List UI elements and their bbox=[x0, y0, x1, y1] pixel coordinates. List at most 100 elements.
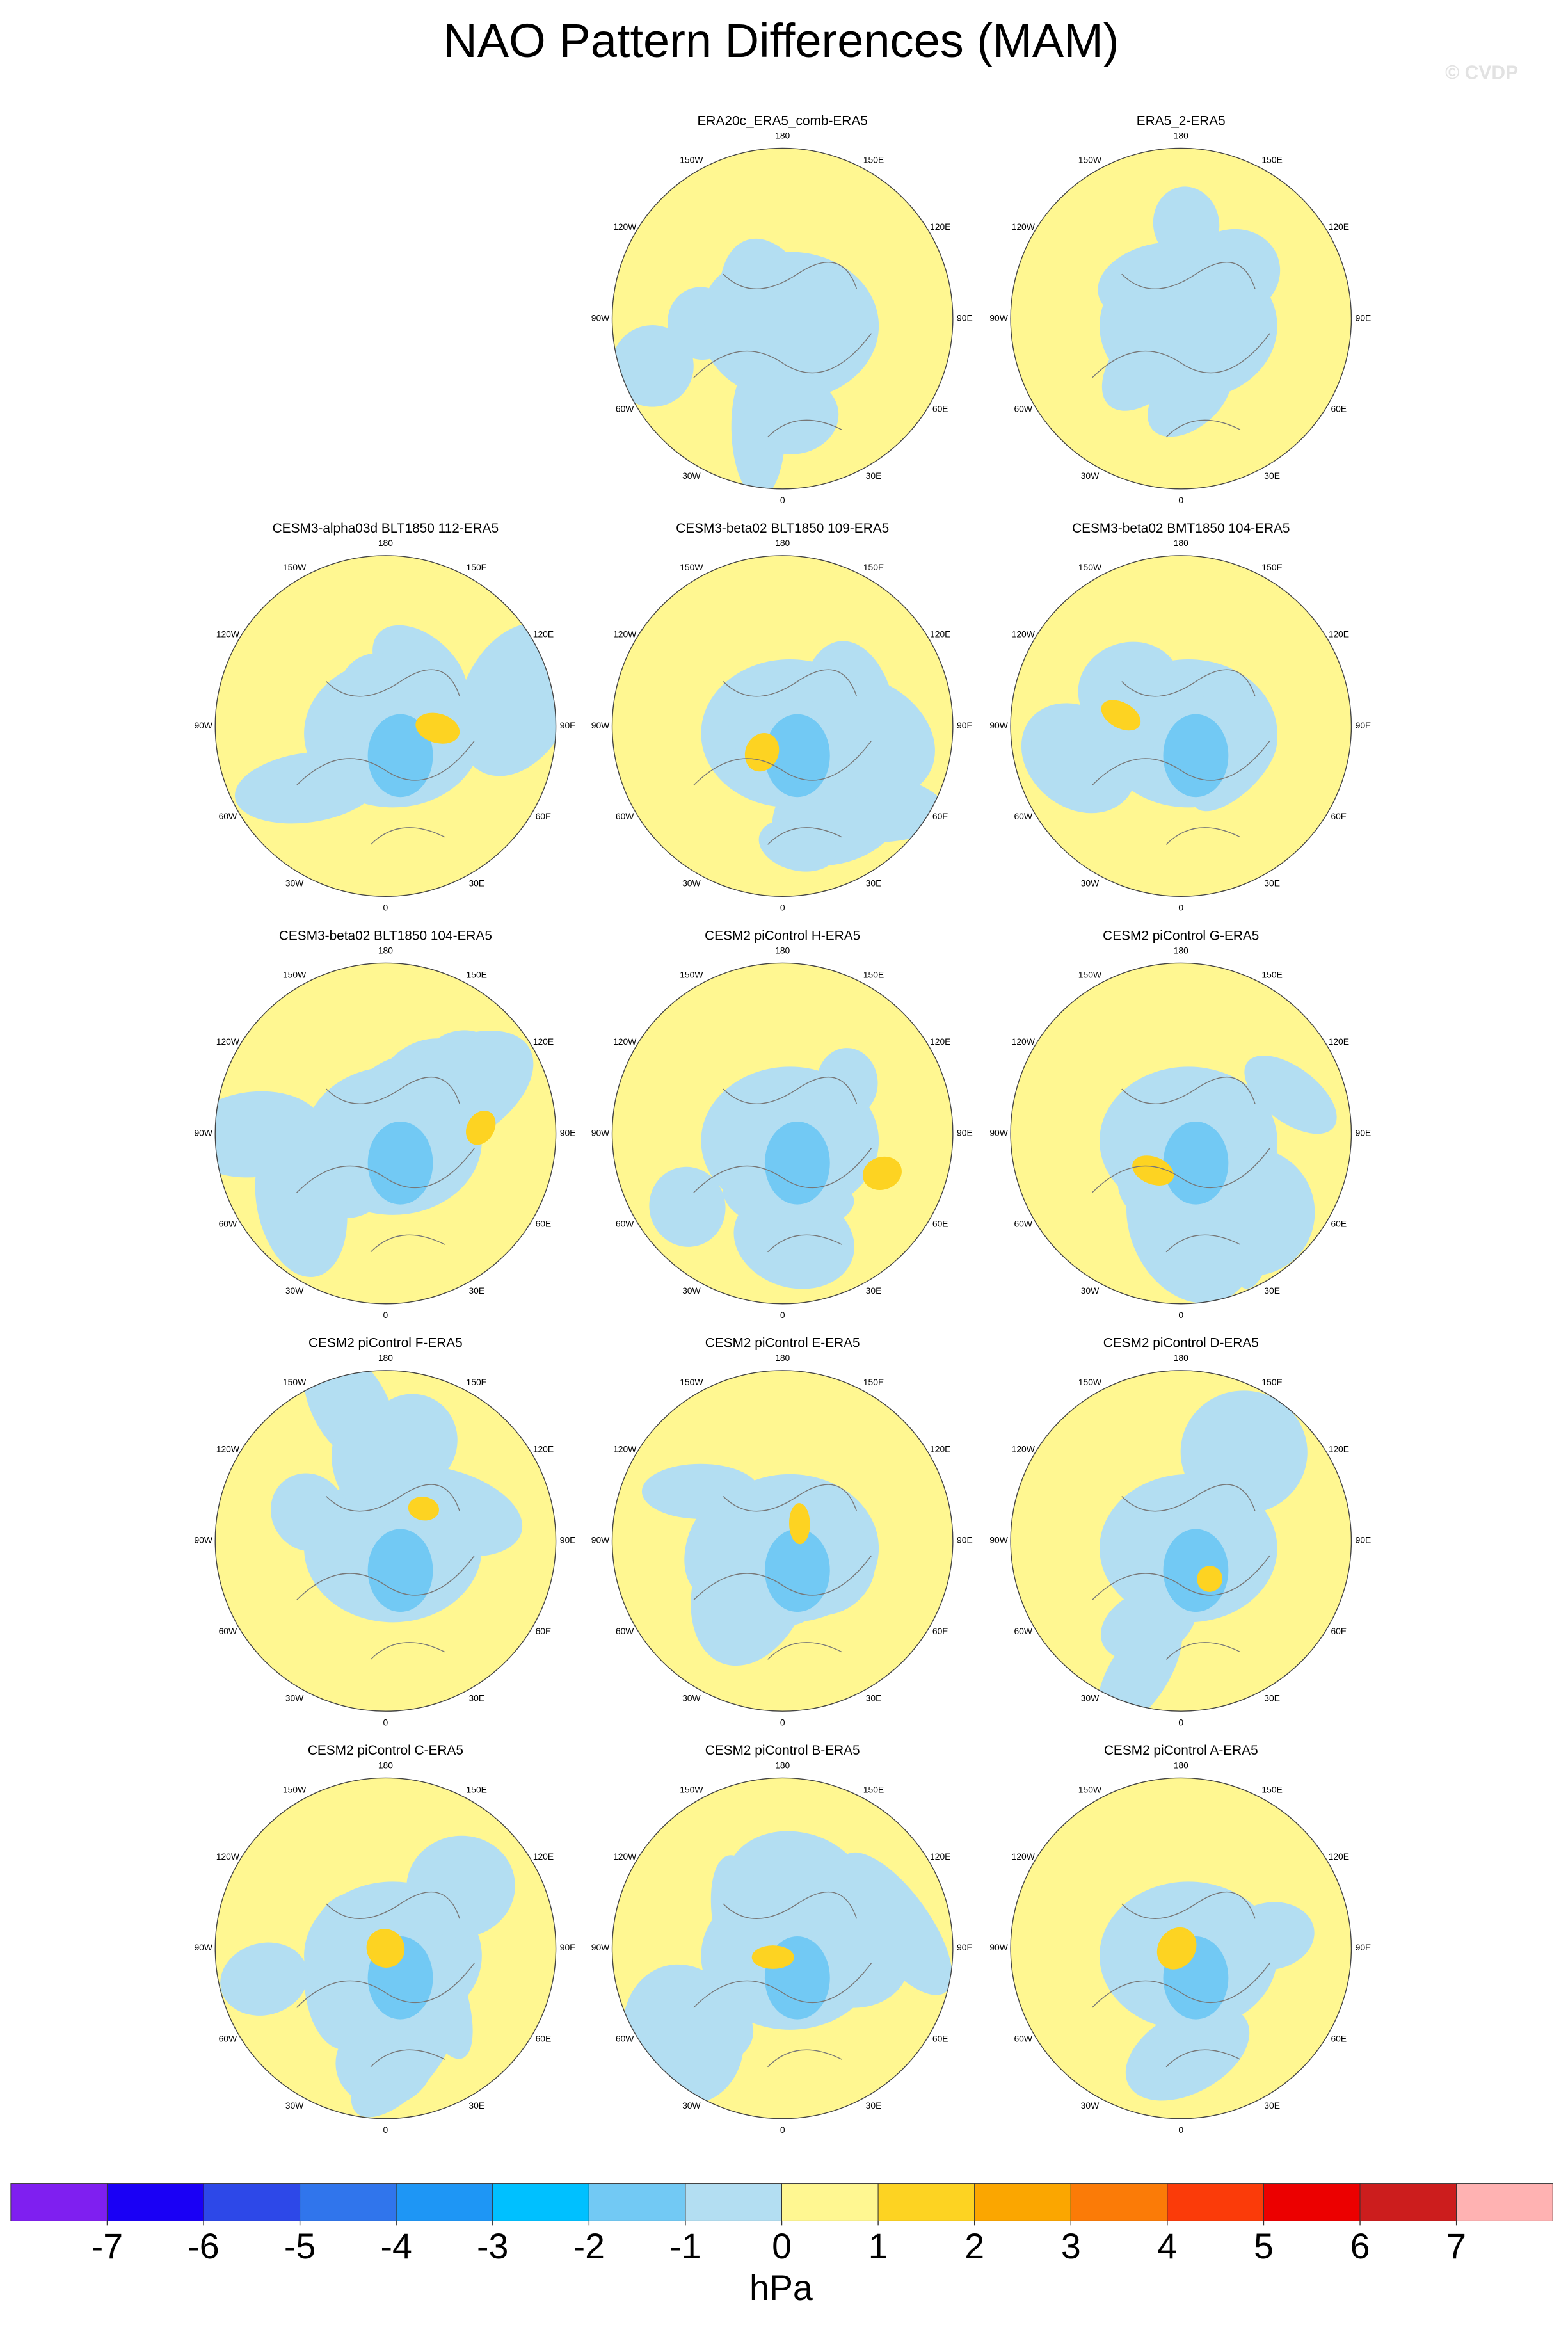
map-region bbox=[764, 1122, 830, 1205]
longitude-label: 120W bbox=[216, 1443, 240, 1454]
longitude-label: 90E bbox=[957, 312, 973, 323]
longitude-label: 120E bbox=[533, 1851, 554, 1862]
longitude-label: 60W bbox=[616, 1626, 634, 1636]
longitude-label: 0 bbox=[780, 2125, 785, 2135]
longitude-label: 0 bbox=[780, 1310, 785, 1320]
panel-title: ERA20c_ERA5_comb-ERA5 bbox=[698, 113, 868, 128]
longitude-label: 120W bbox=[613, 221, 637, 232]
map-region bbox=[304, 1894, 390, 2050]
longitude-label: 90E bbox=[957, 1942, 973, 1952]
coastline bbox=[296, 1076, 475, 1253]
longitude-label: 90W bbox=[194, 1127, 212, 1138]
longitude-label: 120E bbox=[1329, 1443, 1349, 1454]
longitude-label: 180 bbox=[1174, 945, 1188, 956]
colorbar-box bbox=[1070, 2183, 1168, 2221]
map-panel: CESM3-beta02 BMT1850 104-ERA5 0 30E 60E 90E 1… bbox=[989, 521, 1371, 913]
longitude-label: 120W bbox=[1012, 1851, 1036, 1862]
map-region bbox=[367, 714, 433, 798]
longitude-label: 150E bbox=[863, 970, 884, 980]
longitude-label: 90W bbox=[194, 1535, 212, 1545]
colorbar-tick-label: -1 bbox=[669, 2226, 701, 2266]
colorbar-box bbox=[781, 2183, 879, 2221]
longitude-label: 60E bbox=[536, 1626, 552, 1636]
colorbar: -7 -6 -5 -4 -3 -2 -1 0 1 2 3 4 5 6 7 hPa bbox=[10, 2183, 1553, 2308]
longitude-label: 0 bbox=[780, 1717, 785, 1727]
colorbar-tick-label: 6 bbox=[1350, 2226, 1370, 2266]
longitude-label: 150W bbox=[680, 1377, 703, 1387]
longitude-label: 120E bbox=[1329, 1036, 1349, 1047]
longitude-label: 150W bbox=[1078, 970, 1102, 980]
longitude-label: 150W bbox=[1078, 1785, 1102, 1795]
longitude-label: 180 bbox=[1174, 1760, 1188, 1771]
longitude-label: 120W bbox=[613, 1443, 637, 1454]
longitude-label: 60E bbox=[536, 1219, 552, 1229]
panel-title: CESM3-beta02 BMT1850 104-ERA5 bbox=[1072, 521, 1290, 536]
coastline bbox=[693, 1891, 872, 2068]
longitude-label: 90E bbox=[1356, 1942, 1372, 1952]
map-outline bbox=[1010, 555, 1352, 897]
longitude-label: 60W bbox=[1014, 1219, 1032, 1229]
longitude-label: 30W bbox=[1081, 1285, 1100, 1296]
coastline bbox=[296, 1484, 475, 1660]
longitude-label: 180 bbox=[775, 1760, 790, 1771]
map-outline bbox=[1010, 962, 1352, 1305]
longitude-label: 180 bbox=[1174, 131, 1188, 141]
longitude-label: 120E bbox=[930, 629, 950, 639]
map-region bbox=[838, 1852, 952, 1995]
longitude-label: 180 bbox=[775, 1353, 790, 1363]
longitude-label: 150E bbox=[1261, 155, 1282, 165]
longitude-label: 60E bbox=[1331, 1626, 1347, 1636]
map-fill bbox=[215, 1370, 556, 1712]
longitude-label: 0 bbox=[780, 495, 785, 505]
map-outline bbox=[1010, 1370, 1352, 1712]
map-region bbox=[367, 1122, 433, 1205]
longitude-label: 90W bbox=[591, 312, 610, 323]
map-outline bbox=[1010, 1777, 1352, 2119]
longitude-label: 60E bbox=[536, 811, 552, 821]
map-outline bbox=[214, 555, 557, 897]
map-region bbox=[1134, 268, 1240, 376]
longitude-label: 120E bbox=[930, 1036, 950, 1047]
longitude-label: 150W bbox=[680, 1785, 703, 1795]
map-region bbox=[862, 1156, 902, 1191]
longitude-label: 60W bbox=[1014, 811, 1032, 821]
map-region bbox=[641, 1984, 754, 2066]
colorbar-tick-label: 1 bbox=[868, 2226, 888, 2266]
map-region bbox=[466, 1110, 496, 1145]
longitude-label: 180 bbox=[378, 1353, 393, 1363]
map-outline bbox=[611, 1777, 954, 2119]
map-fill bbox=[1011, 1778, 1352, 2119]
longitude-label: 0 bbox=[1178, 1717, 1183, 1727]
longitude-label: 0 bbox=[383, 902, 388, 912]
map-panel: CESM2 piControl B-ERA5 0 30E 60E 90E 120E 150E… bbox=[591, 1743, 973, 2135]
longitude-label: 0 bbox=[383, 2125, 388, 2135]
map-panel: CESM2 piControl F-ERA5 0 30E 60E 90E 120E 150E… bbox=[194, 1336, 576, 1728]
longitude-label: 30W bbox=[682, 1693, 701, 1703]
panel-title: CESM3-beta02 BLT1850 104-ERA5 bbox=[279, 928, 492, 943]
longitude-label: 60W bbox=[219, 1626, 237, 1636]
longitude-label: 90E bbox=[560, 1535, 576, 1545]
coastline bbox=[693, 669, 872, 845]
longitude-label: 60E bbox=[932, 811, 948, 821]
longitude-label: 30W bbox=[682, 878, 701, 888]
longitude-label: 60W bbox=[616, 1219, 634, 1229]
longitude-label: 30E bbox=[468, 2100, 484, 2111]
coastline bbox=[1091, 1891, 1270, 2068]
longitude-label: 120W bbox=[216, 1851, 240, 1862]
map-region bbox=[1244, 1055, 1337, 1134]
longitude-label: 30W bbox=[682, 470, 701, 481]
longitude-label: 90W bbox=[591, 720, 610, 730]
coastline bbox=[1091, 669, 1270, 845]
longitude-label: 60W bbox=[219, 811, 237, 821]
map-outline bbox=[1010, 147, 1352, 490]
map-fill bbox=[612, 148, 953, 489]
longitude-label: 120E bbox=[533, 1036, 554, 1047]
colorbar-box bbox=[492, 2183, 589, 2221]
longitude-label: 30W bbox=[1081, 1693, 1100, 1703]
longitude-label: 150W bbox=[283, 1377, 307, 1387]
longitude-label: 90E bbox=[1356, 1127, 1372, 1138]
map-region bbox=[1226, 1902, 1315, 1970]
longitude-label: 180 bbox=[1174, 1353, 1188, 1363]
panel-title: ERA5_2-ERA5 bbox=[1137, 113, 1226, 128]
longitude-label: 60E bbox=[932, 1626, 948, 1636]
